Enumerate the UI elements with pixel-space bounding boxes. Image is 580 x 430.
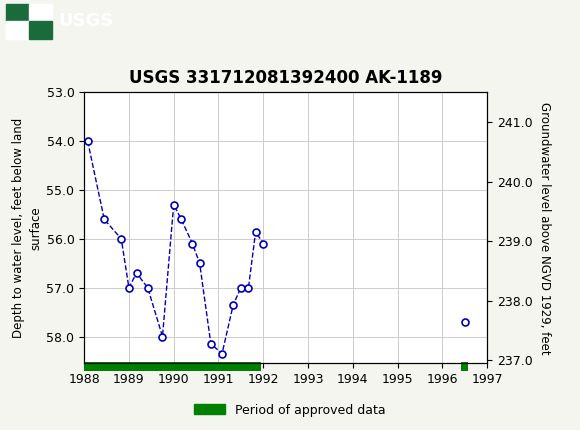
- Text: USGS: USGS: [58, 12, 113, 31]
- Bar: [6, 4, 29, 22]
- Bar: [6, 22, 29, 39]
- Bar: [6, 4, 52, 39]
- Bar: [461, 362, 469, 371]
- Bar: [29, 22, 52, 39]
- Y-axis label: Depth to water level, feet below land
surface: Depth to water level, feet below land su…: [12, 118, 42, 338]
- Bar: [84, 362, 261, 371]
- Title: USGS 331712081392400 AK-1189: USGS 331712081392400 AK-1189: [129, 69, 443, 87]
- Y-axis label: Groundwater level above NGVD 1929, feet: Groundwater level above NGVD 1929, feet: [538, 101, 551, 354]
- Legend: Period of approved data: Period of approved data: [189, 399, 391, 421]
- Bar: [29, 4, 52, 22]
